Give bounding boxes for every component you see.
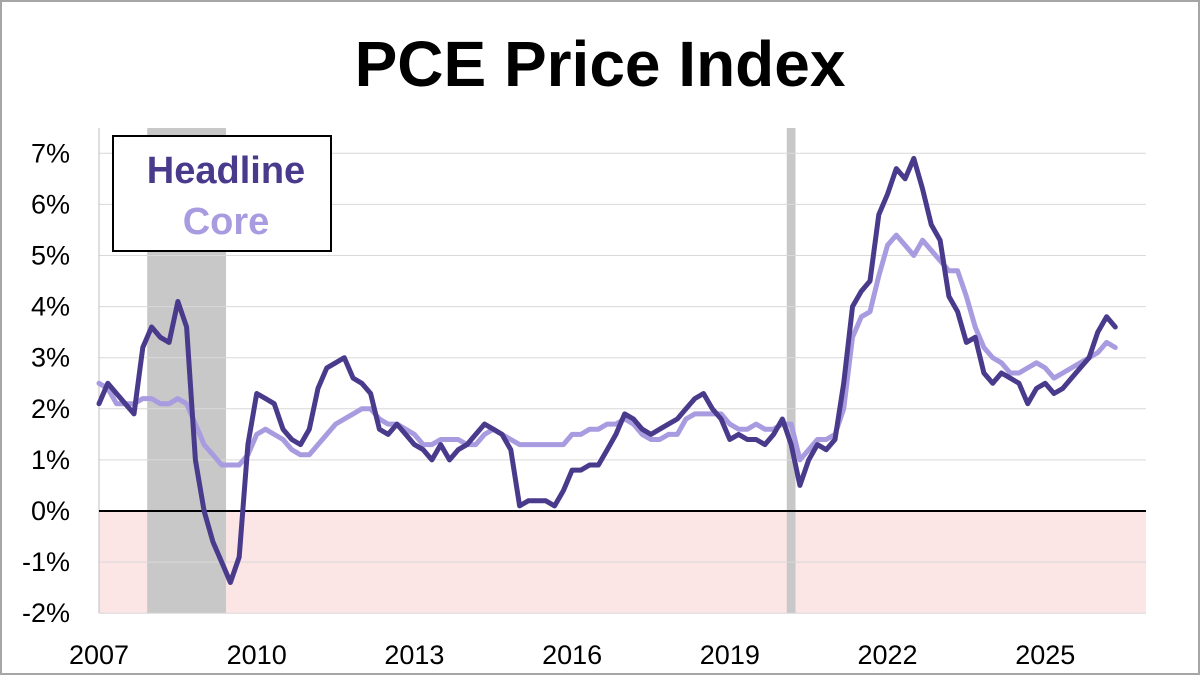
y-tick-label: 0% xyxy=(31,496,70,526)
chart-title: PCE Price Index xyxy=(354,28,846,100)
y-tick-label: 7% xyxy=(31,138,70,168)
series-layer xyxy=(96,155,1118,585)
y-tick-label: -1% xyxy=(22,547,70,577)
legend-label-core: Core xyxy=(183,201,270,243)
x-tick-label: 2025 xyxy=(1015,640,1075,670)
legend: Headline Core xyxy=(112,135,332,252)
legend-label-headline: Headline xyxy=(147,150,305,192)
x-tick-label: 2019 xyxy=(700,640,760,670)
y-tick-label: 4% xyxy=(31,292,70,322)
x-tick-label: 2013 xyxy=(384,640,444,670)
y-tick-label: 1% xyxy=(31,445,70,475)
x-tick-label: 2016 xyxy=(542,640,602,670)
y-tick-label: 3% xyxy=(31,343,70,373)
x-tick-label: 2010 xyxy=(227,640,287,670)
y-tick-label: 2% xyxy=(31,394,70,424)
x-tick-label: 2007 xyxy=(69,640,129,670)
y-tick-label: 6% xyxy=(31,189,70,219)
x-tick-label: 2022 xyxy=(857,640,917,670)
recession-band-1 xyxy=(786,128,796,613)
legend-box xyxy=(112,135,332,252)
y-tick-label: 5% xyxy=(31,241,70,271)
series-line-headline xyxy=(96,155,1118,585)
axis-layer: 7% 6% 5% 4% 3% 2% 1% 0% -1% -2% 2007 2010 2013 2016 20… xyxy=(22,128,1146,670)
y-tick-label: -2% xyxy=(22,598,70,628)
